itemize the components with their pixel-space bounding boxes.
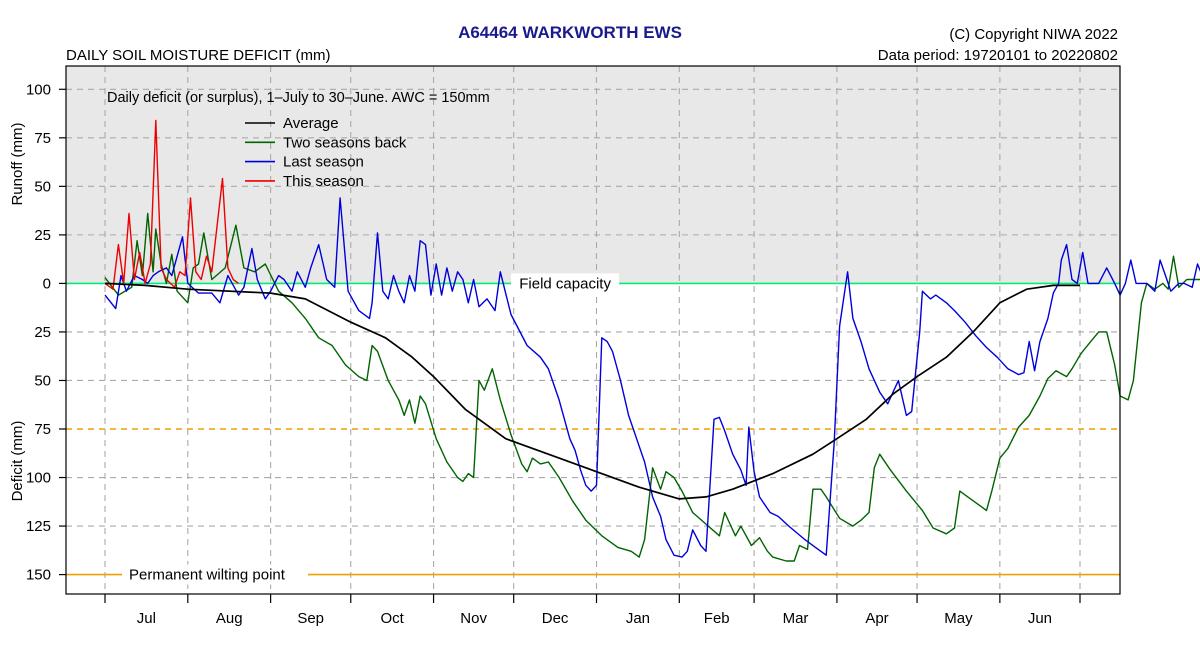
series-lines — [104, 119, 1200, 562]
legend-label: Last season — [283, 154, 364, 171]
y-tick-label: 25 — [34, 227, 51, 244]
copyright-text: (C) Copyright NIWA 2022 — [949, 26, 1118, 43]
y-tick-label: 50 — [34, 372, 51, 389]
x-axis: Jul Aug Sep Oct Nov Dec Jan Feb Mar Apr May Jun — [104, 594, 1081, 627]
x-tick-label: Dec — [542, 610, 569, 627]
y-tick-label: 25 — [34, 324, 51, 341]
x-tick-label: Oct — [380, 610, 404, 627]
legend-label: This season — [283, 173, 364, 190]
x-tick-label: Jun — [1028, 610, 1052, 627]
x-tick-label: Apr — [865, 610, 888, 627]
wilting-point-label: Permanent wilting point — [129, 567, 286, 584]
y-tick-label: 75 — [34, 130, 51, 147]
legend-label: Average — [283, 115, 339, 132]
chart-title: A64464 WARKWORTH EWS — [458, 23, 682, 42]
note-text: Daily deficit (or surplus), 1–July to 30… — [107, 90, 490, 106]
field-capacity-label-bg — [511, 273, 620, 294]
x-tick-label: Nov — [460, 610, 487, 627]
series-line-two-seasons-back — [104, 212, 1200, 562]
x-tick-label: May — [944, 610, 973, 627]
x-tick-label: Jul — [137, 610, 156, 627]
reference-lines: Field capacity Permanent wilting point — [66, 273, 1120, 585]
chart-subtitle: DAILY SOIL MOISTURE DEFICIT (mm) — [66, 47, 330, 64]
y-label-runoff: Runoff (mm) — [9, 122, 26, 205]
data-period-text: Data period: 19720101 to 20220802 — [878, 47, 1118, 64]
plot-background — [66, 66, 1120, 284]
runoff-zone-background — [66, 66, 1120, 284]
y-tick-label: 100 — [26, 470, 51, 487]
x-tick-label: Feb — [704, 610, 730, 627]
plot-frame — [65, 65, 1121, 595]
y-tick-label: 150 — [26, 567, 51, 584]
grid-lines — [66, 66, 1120, 594]
y-tick-label: 125 — [26, 518, 51, 535]
legend-label: Two seasons back — [283, 134, 407, 151]
field-capacity-label: Field capacity — [519, 275, 611, 292]
y-axis: 100 75 50 25 0 25 50 75 100 125 150 — [26, 81, 66, 584]
y-tick-label: 50 — [34, 178, 51, 195]
x-tick-label: Jan — [626, 610, 650, 627]
y-tick-label: 75 — [34, 421, 51, 438]
y-label-deficit: Deficit (mm) — [9, 421, 26, 502]
series-line-this-season — [104, 119, 240, 290]
x-tick-label: Mar — [783, 610, 809, 627]
y-tick-label: 0 — [43, 275, 51, 292]
x-tick-label: Sep — [297, 610, 324, 627]
y-tick-label: 100 — [26, 81, 51, 98]
x-tick-label: Aug — [216, 610, 243, 627]
legend: Average Two seasons back Last season This s… — [245, 115, 407, 190]
series-line-average — [104, 282, 1080, 500]
wilting-point-label-bg — [122, 564, 308, 585]
